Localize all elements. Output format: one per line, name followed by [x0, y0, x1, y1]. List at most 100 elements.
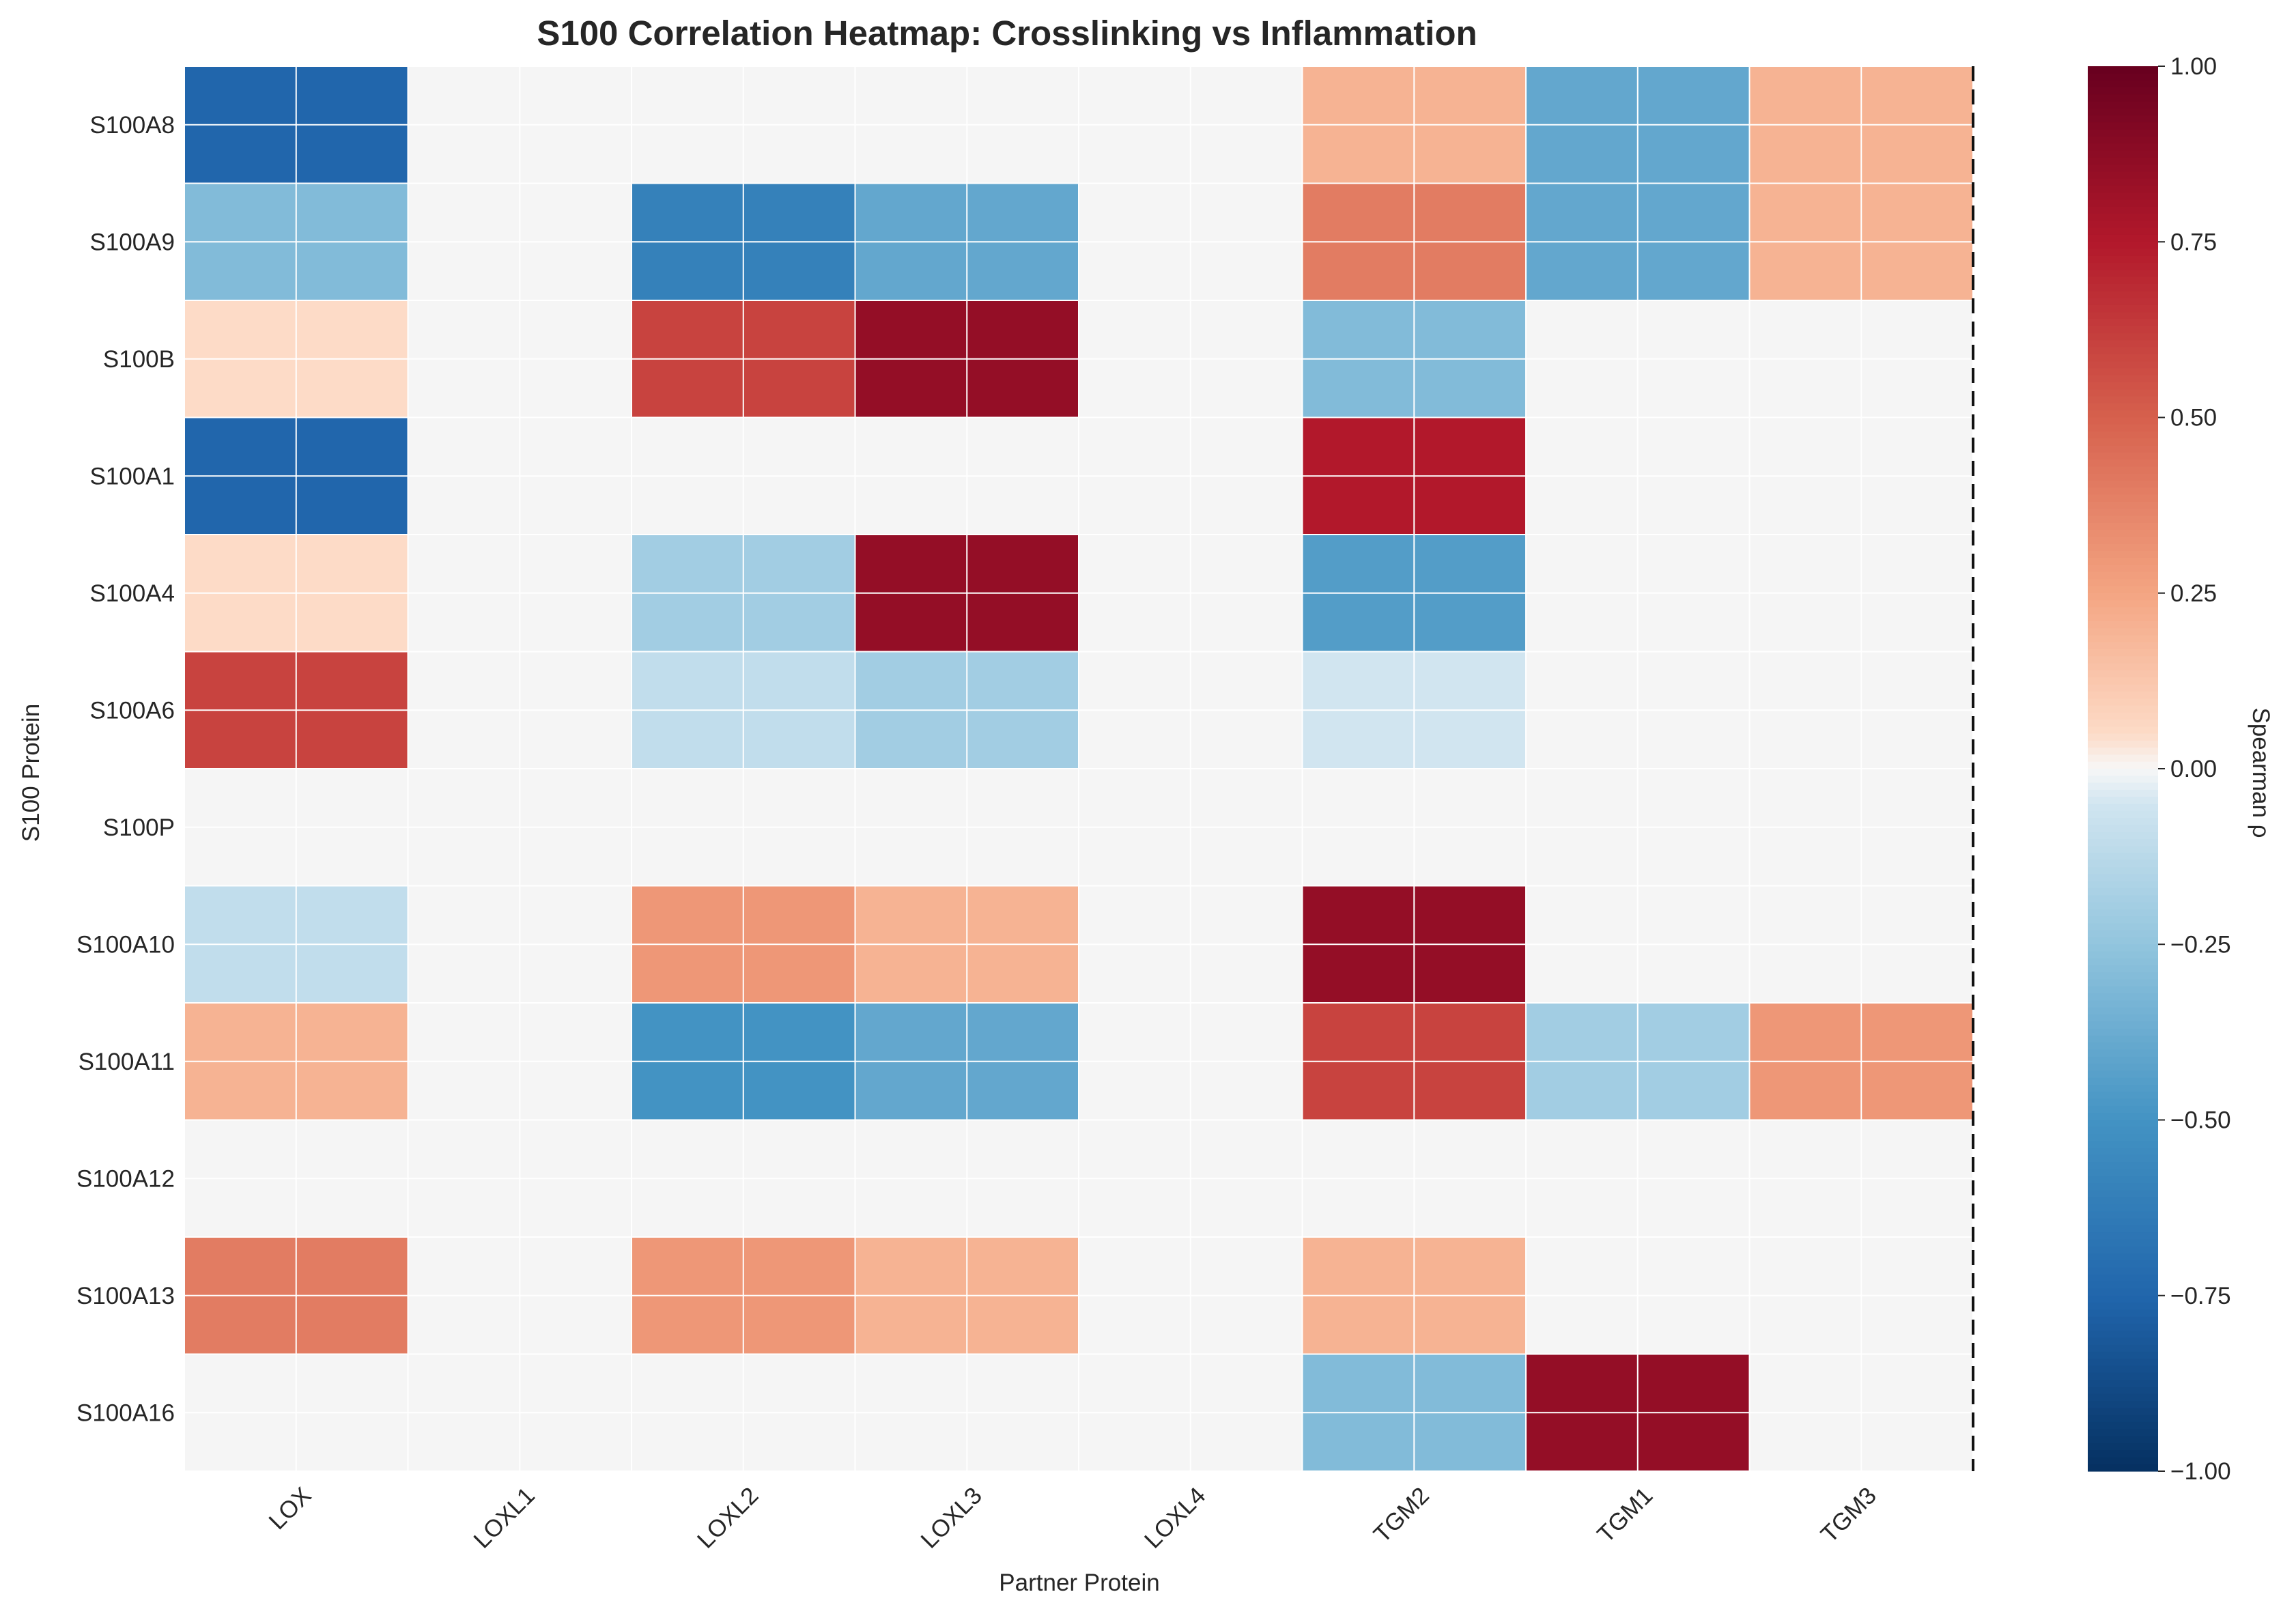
colorbar-band	[2088, 445, 2158, 453]
colorbar-band	[2088, 108, 2158, 116]
x-axis-label: Partner Protein	[999, 1569, 1159, 1596]
colorbar-band	[2088, 1393, 2158, 1402]
colorbar-band	[2088, 1211, 2158, 1219]
colorbar-band	[2088, 1344, 2158, 1352]
colorbar-band	[2088, 1380, 2158, 1388]
colorbar-band	[2088, 396, 2158, 404]
colorbar-band	[2088, 94, 2158, 102]
colorbar-band	[2088, 452, 2158, 460]
colorbar-band	[2088, 909, 2158, 917]
colorbar-band	[2088, 354, 2158, 362]
colorbar-band	[2088, 628, 2158, 636]
colorbar-band	[2088, 487, 2158, 496]
colorbar-band	[2088, 1421, 2158, 1430]
colorbar-band	[2088, 1359, 2158, 1367]
colorbar-band	[2088, 1007, 2158, 1015]
colorbar-band	[2088, 80, 2158, 88]
colorbar-band	[2088, 1049, 2158, 1057]
colorbar-band	[2088, 1141, 2158, 1149]
colorbar-band	[2088, 312, 2158, 320]
colorbar-band	[2088, 1197, 2158, 1205]
colorbar-band	[2088, 1365, 2158, 1374]
colorbar-band	[2088, 937, 2158, 945]
colorbar-band	[2088, 1028, 2158, 1036]
colorbar-band	[2088, 930, 2158, 938]
colorbar-band	[2088, 1105, 2158, 1113]
colorbar-band	[2088, 431, 2158, 439]
colorbar-band	[2088, 895, 2158, 903]
colorbar-band	[2088, 1042, 2158, 1051]
colorbar-band	[2088, 916, 2158, 924]
colorbar-band	[2088, 1021, 2158, 1029]
colorbar-band	[2088, 958, 2158, 966]
colorbar-band	[2088, 769, 2158, 776]
colorbar-band	[2088, 825, 2158, 833]
colorbar-band	[2088, 537, 2158, 545]
colorbar: 1.00 0.75 0.50 0.25 0.00 −0.25 −0.50 −0.75 −1.00	[2088, 53, 2231, 1485]
colorbar-band	[2088, 417, 2158, 425]
colorbar-band	[2088, 1126, 2158, 1135]
colorbar-band	[2088, 684, 2158, 692]
colorbar-band	[2088, 691, 2158, 699]
colorbar-band	[2088, 1253, 2158, 1261]
colorbar-band	[2088, 1077, 2158, 1085]
colorbar-band	[2088, 1000, 2158, 1008]
colorbar-band	[2088, 600, 2158, 608]
colorbar-band	[2088, 368, 2158, 376]
colorbar-band	[2088, 333, 2158, 341]
colorbar-band	[2088, 1239, 2158, 1247]
colorbar-band	[2088, 171, 2158, 180]
colorbar-band	[2088, 1190, 2158, 1198]
colorbar-tick-label: −1.00	[2170, 1458, 2231, 1485]
colorbar-band	[2088, 1120, 2158, 1128]
colorbar-band	[2088, 214, 2158, 221]
colorbar-band	[2088, 466, 2158, 474]
colorbar-band	[2088, 979, 2158, 987]
colorbar-band	[2088, 818, 2158, 825]
colorbar-band	[2088, 530, 2158, 538]
colorbar-band	[2088, 1267, 2158, 1275]
colorbar-band	[2088, 586, 2158, 594]
colorbar-band	[2088, 1113, 2158, 1121]
y-tick-label: S100A11	[79, 1049, 175, 1075]
colorbar-band	[2088, 1415, 2158, 1423]
colorbar-band	[2088, 698, 2158, 706]
colorbar-band	[2088, 73, 2158, 81]
colorbar-band	[2088, 944, 2158, 952]
colorbar-band	[2088, 1092, 2158, 1100]
colorbar-band	[2088, 291, 2158, 299]
colorbar-band	[2088, 361, 2158, 369]
colorbar-band	[2088, 838, 2158, 847]
y-tick-label: S100A1	[89, 463, 175, 489]
colorbar-band	[2088, 276, 2158, 285]
colorbar-band	[2088, 494, 2158, 502]
colorbar-label: Spearman ρ	[2248, 707, 2274, 838]
colorbar-tick-label: 0.00	[2170, 756, 2217, 782]
colorbar-band	[2088, 185, 2158, 193]
colorbar-band	[2088, 298, 2158, 306]
colorbar-band	[2088, 1225, 2158, 1233]
colorbar-band	[2088, 1183, 2158, 1191]
colorbar-band	[2088, 656, 2158, 664]
colorbar-band	[2088, 642, 2158, 650]
colorbar-band	[2088, 951, 2158, 959]
colorbar-band	[2088, 438, 2158, 446]
colorbar-band	[2088, 403, 2158, 411]
colorbar-band	[2088, 522, 2158, 530]
colorbar-band	[2088, 242, 2158, 250]
colorbar-band	[2088, 1337, 2158, 1346]
colorbar-band	[2088, 410, 2158, 418]
colorbar-band	[2088, 923, 2158, 931]
colorbar-band	[2088, 1154, 2158, 1163]
colorbar-band	[2088, 1176, 2158, 1184]
colorbar-band	[2088, 1218, 2158, 1226]
y-tick-label: S100A4	[89, 580, 175, 607]
y-tick-label: S100P	[103, 814, 175, 841]
y-tick-label: S100A6	[89, 697, 175, 724]
colorbar-band	[2088, 1098, 2158, 1107]
colorbar-band	[2088, 115, 2158, 123]
colorbar-band	[2088, 375, 2158, 383]
y-axis-label: S100 Protein	[18, 704, 44, 842]
colorbar-band	[2088, 677, 2158, 685]
